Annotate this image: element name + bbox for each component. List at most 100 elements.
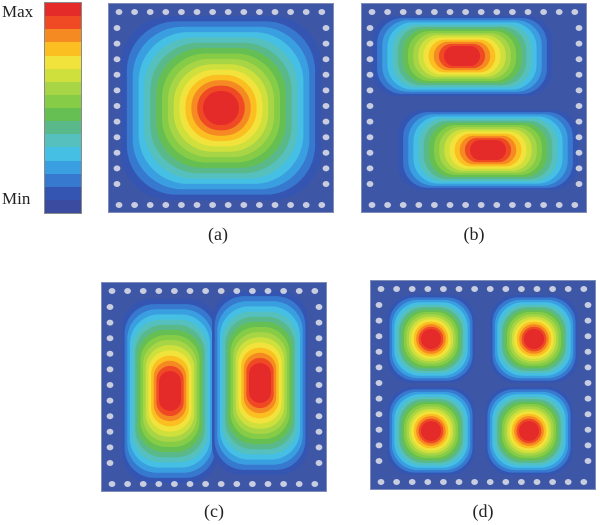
boundary-dot	[366, 103, 374, 109]
boundary-dot	[318, 202, 326, 208]
boundary-dot	[366, 87, 374, 94]
scale-band	[45, 147, 81, 161]
boundary-dot	[256, 202, 263, 208]
boundary-dot	[540, 202, 547, 208]
boundary-dot	[249, 288, 256, 294]
boundary-dot	[146, 202, 154, 208]
boundary-dot	[171, 481, 178, 487]
contour-plot	[366, 9, 583, 208]
scale-band	[45, 94, 81, 108]
boundary-dot	[113, 103, 121, 109]
boundary-dot	[106, 366, 114, 373]
boundary-dot	[113, 56, 121, 63]
boundary-dot	[462, 202, 469, 208]
boundary-dot	[584, 458, 592, 464]
boundary-dot	[375, 348, 383, 355]
boundary-dot	[375, 458, 383, 464]
scale-band	[45, 29, 81, 43]
boundary-dot	[584, 348, 592, 355]
boundary-dot	[580, 479, 588, 485]
boundary-dot	[106, 304, 114, 310]
boundary-dot	[533, 286, 541, 292]
boundary-dot	[486, 479, 494, 485]
boundary-dot	[575, 87, 583, 94]
boundary-dot	[524, 9, 532, 15]
boundary-dot	[249, 481, 256, 487]
mode-panel-a	[108, 3, 334, 213]
boundary-dot	[424, 286, 432, 292]
boundary-dot	[256, 9, 263, 15]
boundary-dot	[202, 288, 209, 294]
boundary-dot	[584, 302, 592, 308]
boundary-dot	[124, 288, 131, 294]
boundary-dot	[440, 286, 447, 292]
boundary-dot	[375, 380, 383, 386]
boundary-dot	[555, 202, 563, 208]
boundary-dot	[322, 56, 330, 63]
boundary-dot	[571, 202, 579, 208]
boundary-dot	[408, 479, 416, 485]
boundary-dot	[302, 9, 310, 15]
boundary-dot	[322, 40, 330, 47]
contour-band	[159, 371, 181, 411]
boundary-dot	[575, 103, 583, 109]
boundary-dot	[240, 9, 248, 15]
boundary-dot	[564, 286, 572, 292]
scale-band	[45, 186, 81, 200]
scale-band	[45, 199, 81, 213]
boundary-dot	[209, 9, 216, 15]
boundary-dot	[393, 286, 400, 292]
scale-band	[45, 108, 81, 122]
boundary-dot	[518, 286, 525, 292]
boundary-dot	[375, 333, 383, 340]
boundary-dot	[287, 9, 294, 15]
boundary-dot	[202, 481, 209, 487]
boundary-dot	[584, 333, 592, 340]
boundary-dot	[162, 9, 170, 15]
boundary-dot	[295, 288, 303, 294]
scale-band	[45, 55, 81, 69]
boundary-dot	[302, 202, 310, 208]
boundary-dot	[486, 286, 494, 292]
boundary-dot	[446, 202, 454, 208]
boundary-dot	[322, 118, 330, 125]
boundary-dot	[366, 40, 374, 47]
boundary-dot	[322, 103, 330, 109]
boundary-dot	[264, 481, 272, 487]
boundary-dot	[311, 481, 319, 487]
boundary-dot	[315, 366, 323, 373]
boundary-dot	[311, 288, 319, 294]
boundary-dot	[315, 397, 323, 404]
boundary-dot	[575, 25, 583, 31]
boundary-dot	[113, 181, 121, 187]
boundary-dot	[571, 9, 579, 15]
boundary-dot	[580, 286, 588, 292]
boundary-dot	[366, 134, 374, 141]
boundary-dot	[575, 56, 583, 63]
boundary-dot	[555, 9, 563, 15]
scale-band	[45, 160, 81, 174]
boundary-dot	[377, 286, 385, 292]
contour-plot	[375, 286, 592, 485]
boundary-dot	[575, 40, 583, 47]
boundary-dot	[533, 479, 541, 485]
boundary-dot	[471, 286, 478, 292]
boundary-dot	[224, 9, 232, 15]
boundary-dot	[115, 202, 123, 208]
scale-band	[45, 81, 81, 95]
boundary-dot	[113, 40, 121, 47]
boundary-dot	[271, 202, 279, 208]
boundary-dot	[106, 460, 114, 466]
contour-band	[203, 91, 239, 125]
boundary-dot	[217, 481, 225, 487]
contour-band	[519, 421, 539, 441]
boundary-dot	[575, 149, 583, 156]
boundary-dot	[462, 9, 469, 15]
contour-plot	[113, 9, 330, 208]
boundary-dot	[106, 413, 114, 420]
mode-panel-c	[101, 282, 327, 492]
boundary-dot	[575, 181, 583, 187]
boundary-dot	[315, 335, 323, 342]
boundary-dot	[366, 71, 374, 78]
boundary-dot	[315, 304, 323, 310]
